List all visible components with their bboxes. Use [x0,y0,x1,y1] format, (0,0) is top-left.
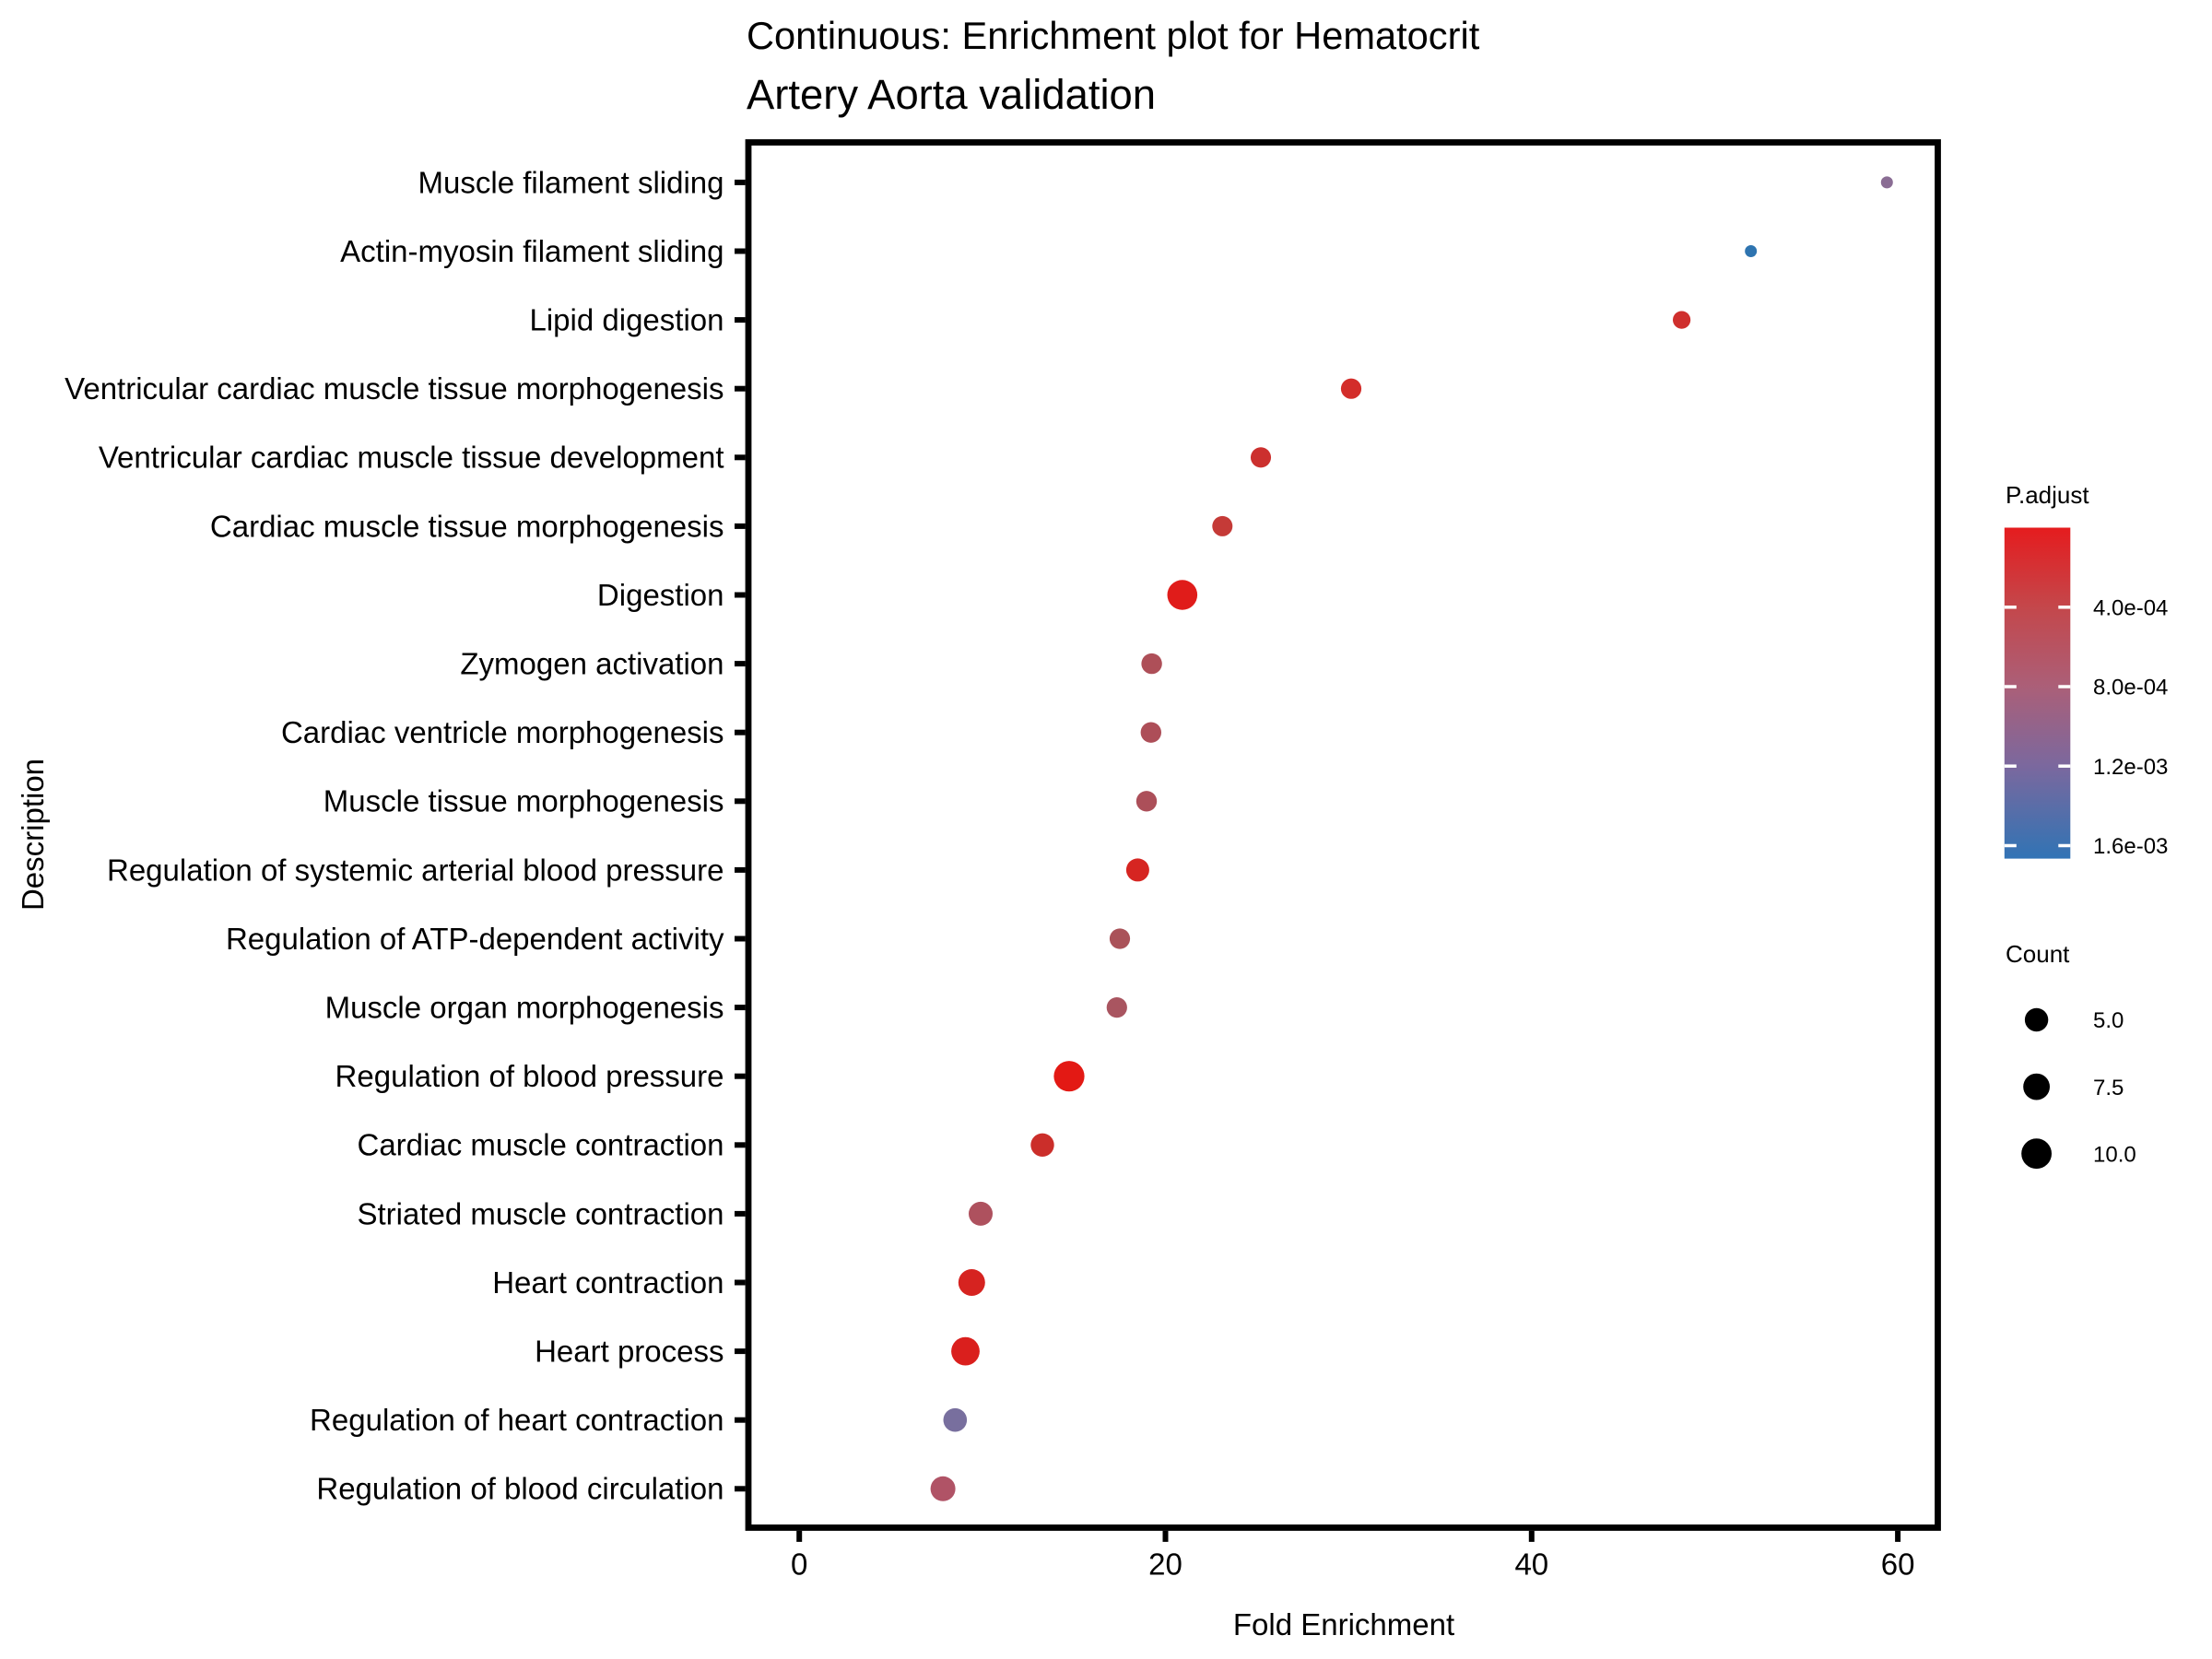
svg-text:Regulation of ATP-dependent ac: Regulation of ATP-dependent activity [226,922,724,956]
svg-text:0: 0 [791,1547,807,1582]
svg-text:Count: Count [2006,940,2070,968]
svg-text:20: 20 [1148,1547,1182,1582]
svg-text:Ventricular cardiac muscle tis: Ventricular cardiac muscle tissue morpho… [65,371,724,406]
svg-text:Muscle filament sliding: Muscle filament sliding [418,165,724,199]
svg-text:Digestion: Digestion [597,578,724,612]
svg-text:10.0: 10.0 [2093,1142,2136,1167]
svg-text:40: 40 [1514,1547,1548,1582]
svg-text:Heart contraction: Heart contraction [492,1265,724,1300]
svg-text:5.0: 5.0 [2093,1008,2124,1033]
svg-text:Regulation of systemic arteria: Regulation of systemic arterial blood pr… [107,853,724,887]
svg-text:Cardiac muscle contraction: Cardiac muscle contraction [358,1128,724,1162]
svg-text:Muscle tissue morphogenesis: Muscle tissue morphogenesis [324,784,724,818]
svg-text:Regulation of blood circulatio: Regulation of blood circulation [316,1472,724,1506]
svg-text:Regulation of blood pressure: Regulation of blood pressure [335,1059,724,1093]
svg-text:4.0e-04: 4.0e-04 [2093,596,2168,621]
svg-text:Description: Description [16,759,50,911]
svg-text:Continuous: Enrichment plot fo: Continuous: Enrichment plot for Hematocr… [747,14,1480,57]
svg-text:P.adjust: P.adjust [2006,481,2089,509]
svg-text:Muscle organ morphogenesis: Muscle organ morphogenesis [325,991,724,1025]
svg-text:Artery Aorta validation: Artery Aorta validation [747,71,1156,118]
svg-text:Fold Enrichment: Fold Enrichment [1233,1607,1454,1641]
svg-text:Cardiac ventricle morphogenesi: Cardiac ventricle morphogenesis [281,715,724,749]
svg-text:Actin-myosin filament sliding: Actin-myosin filament sliding [340,234,724,268]
svg-text:Cardiac muscle tissue morphoge: Cardiac muscle tissue morphogenesis [210,509,724,543]
svg-text:Lipid digestion: Lipid digestion [530,303,724,337]
svg-text:1.2e-03: 1.2e-03 [2093,755,2168,780]
svg-text:Ventricular cardiac muscle tis: Ventricular cardiac muscle tissue develo… [99,441,724,475]
svg-text:Heart process: Heart process [535,1335,724,1369]
svg-text:Zymogen activation: Zymogen activation [460,647,724,681]
svg-text:1.6e-03: 1.6e-03 [2093,834,2168,859]
svg-text:7.5: 7.5 [2093,1076,2124,1100]
svg-text:60: 60 [1881,1547,1915,1582]
svg-text:8.0e-04: 8.0e-04 [2093,676,2168,700]
svg-text:Striated muscle contraction: Striated muscle contraction [357,1196,724,1230]
svg-text:Regulation of heart contractio: Regulation of heart contraction [310,1403,724,1437]
